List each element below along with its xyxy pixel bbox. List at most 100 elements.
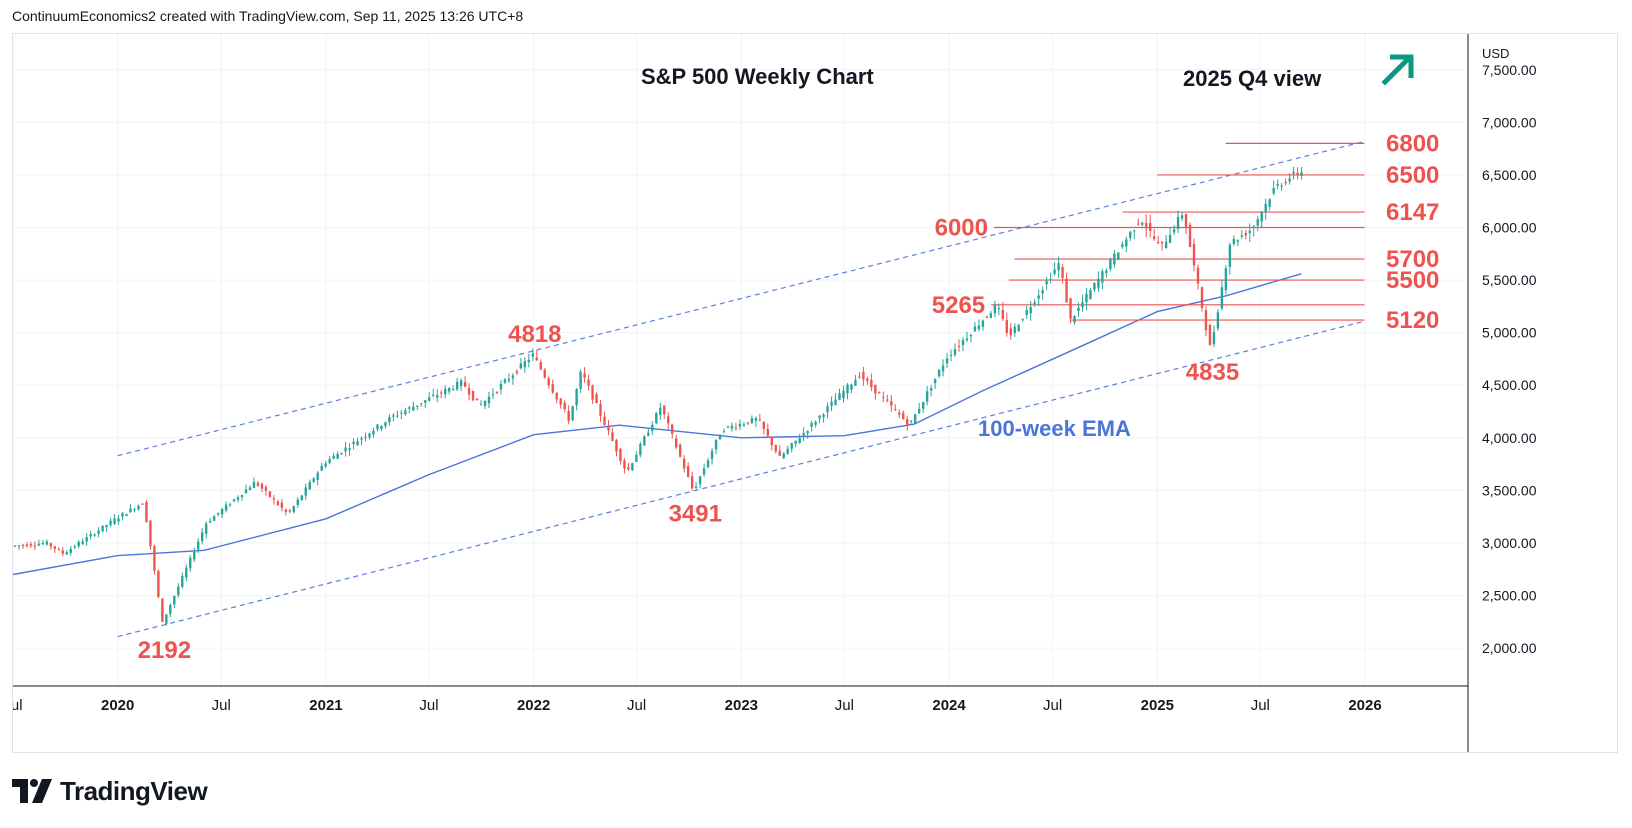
candle-body	[890, 401, 893, 406]
y-tick-label: 5,500.00	[1482, 272, 1537, 288]
x-tick-label: 2024	[932, 697, 966, 714]
candle-body	[296, 499, 299, 506]
candle-body	[216, 512, 220, 515]
candle-body	[471, 390, 475, 401]
candle-body	[340, 453, 343, 455]
candle-body	[718, 434, 722, 440]
candle-body	[1264, 203, 1267, 213]
candle-body	[29, 544, 33, 546]
candle-body	[583, 373, 586, 378]
candle-body	[459, 380, 463, 387]
candle-body	[1109, 259, 1112, 270]
candle-body	[348, 448, 351, 451]
candle-body	[603, 416, 606, 425]
candle-body	[49, 543, 53, 547]
candle-body	[125, 514, 128, 517]
candle-body	[89, 534, 92, 537]
candle-body	[874, 384, 877, 394]
price-chart[interactable]: S&P 500 Weekly Chart 2025 Q4 view 6800 6500…	[13, 34, 1618, 753]
candle-body	[260, 483, 264, 489]
tradingview-logo[interactable]: TradingView	[12, 775, 208, 807]
candle-body	[882, 396, 885, 398]
candle-body	[798, 438, 801, 443]
candle-body	[479, 404, 483, 406]
candle-body	[846, 384, 849, 394]
candle-body	[1208, 324, 1212, 346]
candle-body	[121, 513, 124, 517]
candles	[13, 166, 1303, 626]
candle-body	[559, 398, 562, 405]
candle-body	[1085, 293, 1088, 303]
candle-body	[1244, 233, 1247, 236]
candle-body	[161, 598, 164, 622]
candle-body	[129, 508, 132, 513]
candle-body	[651, 424, 654, 431]
candle-body	[1045, 280, 1048, 285]
candle-body	[1300, 172, 1303, 176]
candle-body	[436, 395, 439, 398]
candle-body	[531, 353, 535, 357]
candle-body	[519, 363, 523, 369]
x-tick-label: 2023	[725, 697, 758, 714]
candle-body	[97, 530, 100, 534]
candle-body	[428, 397, 431, 401]
tradingview-logo-icon	[12, 779, 52, 803]
candle-body	[750, 418, 754, 423]
arrow-head	[1390, 54, 1414, 78]
candle-body	[141, 503, 144, 505]
candle-body	[993, 304, 997, 314]
candle-body	[372, 430, 375, 435]
candle-body	[1137, 223, 1140, 225]
annotation-4835: 4835	[1186, 359, 1239, 386]
candle-body	[392, 415, 395, 417]
candle-body	[647, 432, 650, 436]
chart-frame[interactable]: S&P 500 Weekly Chart 2025 Q4 view 6800 6500…	[12, 33, 1618, 753]
candle-body	[495, 391, 499, 393]
candle-body	[1192, 244, 1196, 266]
candle-body	[949, 355, 953, 357]
candle-body	[822, 414, 825, 418]
y-tick-label: 4,500.00	[1482, 377, 1537, 393]
x-tick-label: 2022	[517, 697, 550, 714]
candle-body	[193, 551, 196, 560]
candle-body	[910, 420, 913, 422]
candle-body	[690, 476, 694, 489]
candle-body	[380, 425, 383, 429]
candle-body	[989, 313, 993, 318]
candle-body	[794, 440, 797, 444]
candle-body	[742, 424, 746, 426]
candle-body	[969, 335, 973, 337]
candle-body	[1053, 269, 1056, 274]
candle-body	[133, 509, 136, 511]
candle-body	[1061, 267, 1064, 279]
candle-body	[655, 412, 658, 424]
candle-body	[706, 460, 710, 468]
candle-body	[1228, 244, 1232, 267]
candle-body	[770, 436, 773, 446]
candle-body	[961, 340, 965, 346]
candle-body	[252, 481, 256, 488]
candle-body	[1041, 290, 1044, 294]
candle-body	[579, 371, 582, 389]
candle-body	[336, 453, 339, 459]
candle-body	[57, 549, 61, 551]
candle-body	[1260, 212, 1263, 222]
candle-body	[185, 567, 188, 578]
candle-body	[766, 428, 770, 436]
y-tick-label: 2,000.00	[1482, 640, 1537, 656]
candle-body	[1160, 241, 1164, 244]
candle-body	[543, 369, 546, 378]
level-label-6000: 6000	[935, 214, 988, 241]
candle-body	[702, 468, 706, 475]
candle-body	[981, 320, 985, 327]
candle-body	[1117, 252, 1120, 260]
candle-body	[782, 453, 785, 459]
candle-body	[1101, 271, 1104, 283]
candle-body	[953, 349, 957, 355]
candle-body	[177, 586, 180, 596]
candle-body	[276, 501, 280, 506]
candle-body	[607, 425, 610, 431]
x-tick-label: Jul	[419, 697, 438, 714]
candle-body	[109, 520, 112, 526]
candle-body	[1141, 222, 1144, 225]
